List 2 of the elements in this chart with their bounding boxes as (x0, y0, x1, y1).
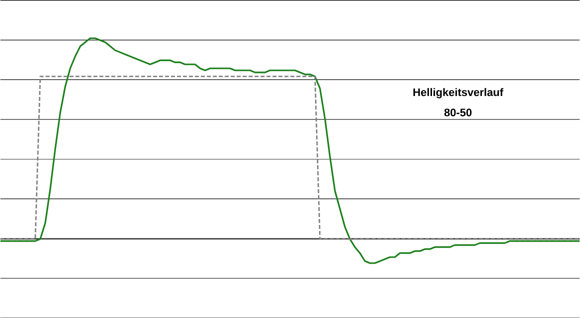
annotation: 80-50 (444, 108, 472, 116)
annotation: Helligkeitsverlauf (413, 88, 504, 98)
